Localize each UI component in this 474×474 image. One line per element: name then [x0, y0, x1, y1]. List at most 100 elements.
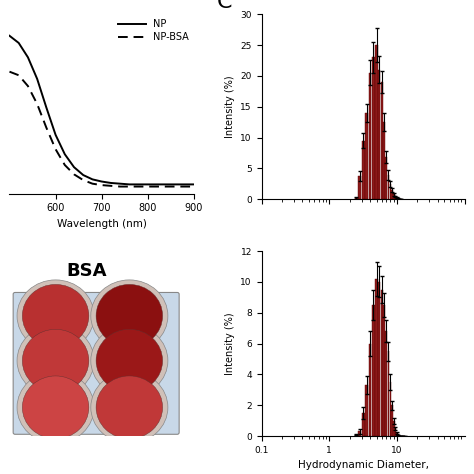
Bar	[398, 435, 399, 436]
Bar	[392, 405, 393, 436]
Bar	[393, 420, 394, 436]
NP	[136, 182, 141, 187]
X-axis label: Hydrodynamic Diameter,: Hydrodynamic Diameter,	[298, 460, 428, 470]
NP	[191, 182, 197, 187]
Ellipse shape	[22, 376, 89, 439]
Bar	[385, 157, 387, 199]
Bar	[381, 290, 383, 436]
NP-BSA	[164, 184, 169, 190]
Ellipse shape	[91, 372, 168, 443]
Bar	[388, 174, 389, 199]
Bar	[368, 344, 372, 436]
Bar	[390, 184, 391, 199]
NP	[117, 181, 123, 187]
NP	[7, 33, 12, 38]
Bar	[395, 196, 396, 199]
Bar	[375, 279, 378, 436]
Bar	[362, 413, 365, 436]
Ellipse shape	[96, 329, 163, 392]
X-axis label: Wavelength (nm): Wavelength (nm)	[57, 219, 146, 229]
NP	[34, 76, 40, 82]
Bar	[390, 382, 391, 436]
NP-BSA	[62, 162, 68, 168]
Y-axis label: Intensity (%): Intensity (%)	[225, 312, 235, 375]
Line: NP-BSA: NP-BSA	[9, 72, 194, 187]
Ellipse shape	[96, 376, 163, 439]
NP	[90, 176, 95, 182]
Bar	[393, 194, 394, 199]
NP	[16, 40, 21, 46]
Ellipse shape	[17, 372, 94, 443]
Ellipse shape	[91, 280, 168, 352]
Ellipse shape	[17, 325, 94, 397]
Bar	[355, 435, 358, 436]
FancyBboxPatch shape	[13, 292, 179, 434]
Ellipse shape	[22, 284, 89, 347]
NP-BSA	[145, 184, 151, 190]
Bar	[365, 113, 368, 199]
NP-BSA	[191, 184, 197, 190]
Bar	[392, 190, 393, 199]
Bar	[396, 197, 398, 199]
Bar	[381, 82, 383, 199]
NP-BSA	[154, 184, 160, 190]
Bar	[362, 141, 365, 199]
NP-BSA	[90, 181, 95, 187]
NP-BSA	[71, 172, 77, 177]
Bar	[355, 198, 358, 199]
Bar	[368, 73, 372, 199]
NP-BSA	[53, 146, 58, 152]
Bar	[365, 385, 368, 436]
Bar	[396, 433, 398, 436]
Text: C: C	[217, 0, 233, 12]
Bar	[395, 428, 396, 436]
NP	[154, 182, 160, 187]
NP	[182, 182, 188, 187]
NP-BSA	[182, 184, 188, 190]
NP-BSA	[81, 177, 86, 183]
NP	[99, 179, 105, 184]
Legend: NP, NP-BSA: NP, NP-BSA	[118, 19, 189, 42]
Bar	[383, 122, 385, 199]
NP-BSA	[25, 83, 31, 89]
NP	[53, 132, 58, 138]
Bar	[372, 57, 375, 199]
NP	[62, 151, 68, 157]
Text: -: -	[34, 283, 40, 301]
NP-BSA	[173, 184, 178, 190]
Line: NP: NP	[9, 36, 194, 184]
Y-axis label: Intensity (%): Intensity (%)	[225, 75, 235, 138]
NP-BSA	[34, 101, 40, 107]
NP	[71, 164, 77, 170]
Bar	[388, 351, 389, 436]
NP-BSA	[136, 184, 141, 190]
Bar	[375, 45, 378, 199]
NP	[127, 182, 132, 187]
Ellipse shape	[22, 329, 89, 392]
Bar	[358, 176, 361, 199]
NP-BSA	[7, 69, 12, 74]
Bar	[358, 431, 361, 436]
NP-BSA	[16, 73, 21, 78]
Ellipse shape	[91, 325, 168, 397]
Bar	[378, 70, 381, 199]
NP-BSA	[108, 183, 114, 189]
NP	[164, 182, 169, 187]
NP-BSA	[127, 184, 132, 190]
NP	[81, 172, 86, 178]
Bar	[372, 305, 375, 436]
NP-BSA	[44, 125, 49, 130]
NP	[173, 182, 178, 187]
Ellipse shape	[17, 280, 94, 352]
Bar	[383, 305, 385, 436]
NP	[25, 55, 31, 60]
NP	[145, 182, 151, 187]
NP	[108, 180, 114, 186]
NP-BSA	[99, 182, 105, 188]
Bar	[378, 282, 381, 436]
Ellipse shape	[96, 284, 163, 347]
Text: BSA: BSA	[67, 262, 107, 280]
Bar	[385, 331, 387, 436]
NP-BSA	[117, 184, 123, 190]
NP	[44, 105, 49, 110]
